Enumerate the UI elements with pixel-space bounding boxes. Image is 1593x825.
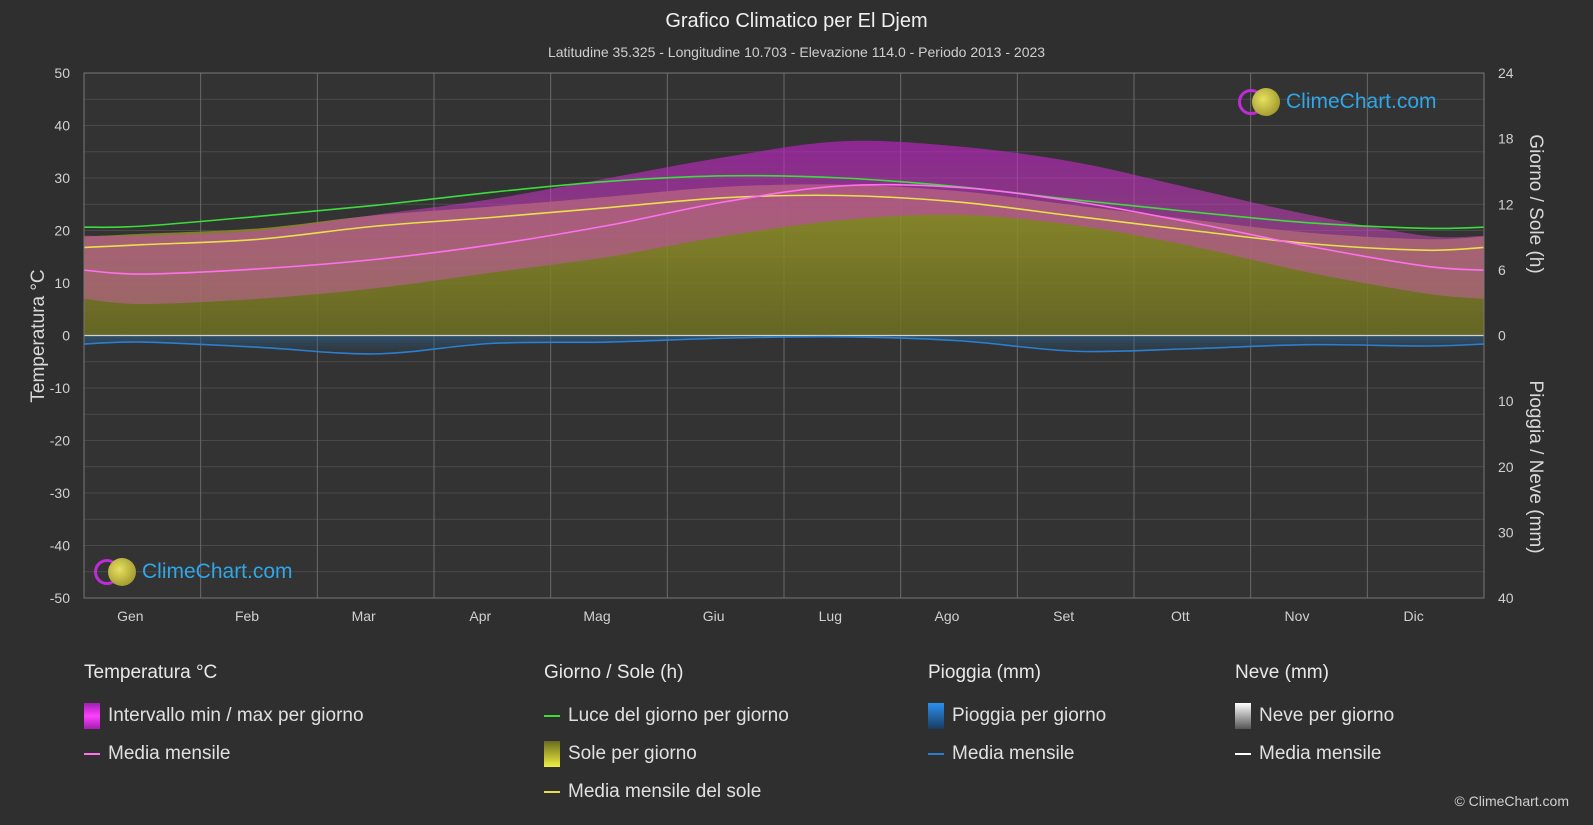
- x-tick-label: Apr: [469, 608, 491, 624]
- legend-item: Intervallo min / max per giorno: [84, 697, 364, 735]
- sun-mean-swatch: [544, 791, 560, 793]
- legend-label: Luce del giorno per giorno: [568, 705, 789, 726]
- legend-head: Temperatura °C: [84, 662, 218, 683]
- left-tick-label: -20: [50, 433, 70, 449]
- legend-label: Pioggia per giorno: [952, 705, 1107, 726]
- temp-mean-swatch: [84, 753, 100, 755]
- legend-item: Media mensile: [1235, 735, 1394, 773]
- rain-area: [84, 335, 1484, 354]
- x-tick-label: Feb: [235, 608, 259, 624]
- chart-title: Grafico Climatico per El Djem: [665, 10, 928, 32]
- left-axis-title: Temperatura °C: [28, 269, 49, 402]
- legend-item: Luce del giorno per giorno: [544, 697, 789, 735]
- snow-mean-swatch: [1235, 753, 1251, 755]
- left-tick-label: 20: [54, 223, 70, 239]
- rain-mean-line: [83, 335, 1485, 355]
- legend-sun: Giorno / Sole (h) Luce del giorno per gi…: [544, 662, 789, 811]
- axes: 50 40 30 20 10 0 -10 -20 -30 -40 -50 24 18 12 6 0 10 20 30…: [50, 65, 1514, 624]
- rain-mean-swatch: [928, 753, 944, 755]
- legend-item: Media mensile: [928, 735, 1106, 773]
- x-tick-label: Nov: [1285, 608, 1310, 624]
- right-top-tick-label: 18: [1498, 131, 1514, 147]
- legend-label: Media mensile: [1259, 743, 1382, 764]
- legend-head: Neve (mm): [1235, 662, 1329, 683]
- sun-swatch: [544, 741, 560, 767]
- right-top-tick-label: 12: [1498, 196, 1514, 212]
- legend-label: Intervallo min / max per giorno: [108, 705, 364, 726]
- logo-text: ClimeChart.com: [1286, 90, 1437, 113]
- x-tick-label: Mar: [352, 608, 376, 624]
- x-tick-label: Dic: [1404, 608, 1424, 624]
- x-tick-label: Set: [1053, 608, 1074, 624]
- left-tick-label: -30: [50, 485, 70, 501]
- plot-border: [83, 72, 1485, 599]
- legend-label: Media mensile: [952, 743, 1075, 764]
- logo-sun-icon: [108, 558, 136, 586]
- snow-swatch: [1235, 703, 1251, 729]
- x-tick-label: Lug: [819, 608, 842, 624]
- x-tick-label: Ott: [1171, 608, 1190, 624]
- legend-item: Neve per giorno: [1235, 697, 1394, 735]
- left-tick-label: 30: [54, 170, 70, 186]
- left-tick-label: -50: [50, 590, 70, 606]
- data-lines: [83, 174, 1485, 355]
- left-tick-label: 50: [54, 65, 70, 81]
- legend-head: Pioggia (mm): [928, 662, 1041, 683]
- legend-snow: Neve (mm) Neve per giorno Media mensile: [1235, 662, 1394, 773]
- logo-text: ClimeChart.com: [142, 560, 293, 583]
- left-tick-label: 0: [62, 328, 70, 344]
- copyright: © ClimeChart.com: [1454, 793, 1569, 809]
- right-top-tick-label: 6: [1498, 262, 1506, 278]
- left-tick-label: -40: [50, 538, 70, 554]
- rain-swatch: [928, 703, 944, 729]
- chart-subtitle: Latitudine 35.325 - Longitudine 10.703 -…: [547, 44, 1046, 60]
- daylight-swatch: [544, 715, 560, 717]
- x-tick-label: Giu: [703, 608, 725, 624]
- left-tick-label: 40: [54, 118, 70, 134]
- right-top-tick-label: 0: [1498, 328, 1506, 344]
- legend-item: Media mensile: [84, 735, 364, 773]
- legend-temperature: Temperatura °C Intervallo min / max per …: [84, 662, 364, 773]
- temp-range-area: [84, 140, 1484, 304]
- right-bottom-tick-label: 20: [1498, 459, 1514, 475]
- legend-rain: Pioggia (mm) Pioggia per giorno Media me…: [928, 662, 1106, 773]
- x-tick-label: Gen: [117, 608, 143, 624]
- right-bottom-tick-label: 10: [1498, 393, 1514, 409]
- logo-bottom[interactable]: ClimeChart.com: [94, 558, 293, 586]
- right-axis-bottom-title: Pioggia / Neve (mm): [1525, 380, 1546, 553]
- legend-head: Giorno / Sole (h): [544, 662, 684, 683]
- legend-label: Sole per giorno: [568, 743, 697, 764]
- legend-label: Media mensile del sole: [568, 781, 762, 802]
- legend-item: Media mensile del sole: [544, 773, 789, 811]
- temp-range-swatch: [84, 703, 100, 729]
- right-bottom-tick-label: 30: [1498, 524, 1514, 540]
- right-bottom-tick-label: 40: [1498, 590, 1514, 606]
- temp-mean-line: [83, 183, 1485, 275]
- x-tick-label: Ago: [935, 608, 960, 624]
- legend-label: Media mensile: [108, 743, 231, 764]
- legend-label: Neve per giorno: [1259, 705, 1395, 726]
- right-top-tick-label: 24: [1498, 65, 1514, 81]
- legend-item: Pioggia per giorno: [928, 697, 1106, 735]
- right-axis-top-title: Giorno / Sole (h): [1525, 134, 1546, 273]
- left-tick-label: 10: [54, 275, 70, 291]
- logo-top[interactable]: ClimeChart.com: [1238, 88, 1437, 116]
- left-tick-label: -10: [50, 380, 70, 396]
- daylight-line: [83, 174, 1485, 230]
- legend-item: Sole per giorno: [544, 735, 789, 773]
- logo-sun-icon: [1252, 88, 1280, 116]
- x-tick-label: Mag: [583, 608, 610, 624]
